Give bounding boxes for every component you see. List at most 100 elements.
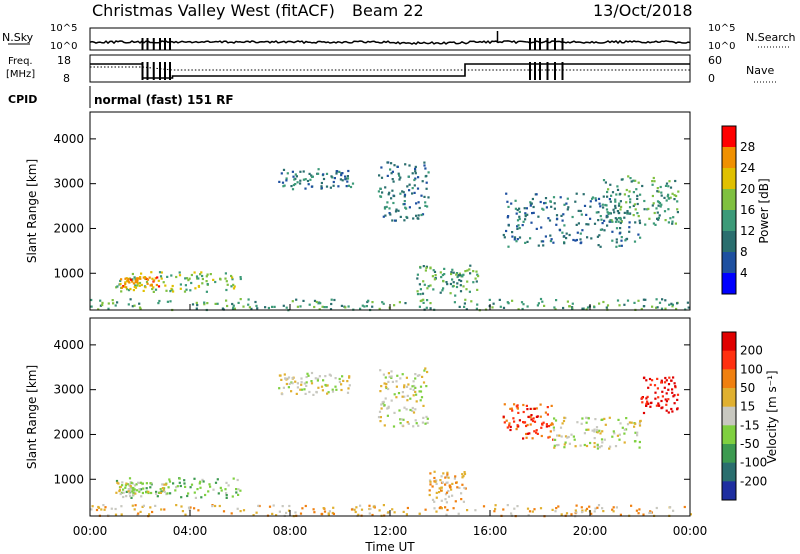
power-ytick-label-1: 2000 bbox=[53, 221, 84, 235]
velocity-colorbar-segment-3 bbox=[722, 388, 736, 408]
time-x-axis: 00:00 04:00 08:00 12:00 16:00 20:00 00:00 bbox=[73, 304, 708, 538]
velocity-ytick-label-0: 1000 bbox=[53, 472, 84, 486]
velocity-echo-region-7 bbox=[640, 376, 680, 415]
station-title: Christmas Valley West (fitACF) bbox=[92, 1, 335, 20]
velocity-colorbar-tick-7: -200 bbox=[740, 474, 767, 488]
power-colorbar-label: Power [dB] bbox=[757, 178, 771, 243]
velocity-colorbar-segment-5 bbox=[722, 425, 736, 445]
x-tick-label-1: 04:00 bbox=[173, 524, 208, 538]
power-echo-region-1 bbox=[120, 276, 161, 289]
freq-tick-bottom: 8 bbox=[63, 72, 70, 85]
power-colorbar-tick-2: 12 bbox=[740, 224, 755, 238]
velocity-colorbar-tick-3: 15 bbox=[740, 400, 755, 414]
velocity-colorbar-segment-7 bbox=[722, 462, 736, 482]
power-colorbar-segment-0 bbox=[722, 126, 736, 148]
velocity-colorbar-tick-6: -100 bbox=[740, 456, 767, 470]
velocity-colorbar-segment-6 bbox=[722, 444, 736, 464]
velocity-ytick-label-3: 4000 bbox=[53, 338, 84, 352]
freq-unit-label: [MHz] bbox=[6, 69, 35, 80]
velocity-colorbar-tick-2: 50 bbox=[740, 381, 755, 395]
velocity-echo-region-1 bbox=[115, 481, 168, 495]
power-echo-region-2 bbox=[278, 168, 355, 191]
nsky-trace bbox=[89, 39, 691, 46]
velocity-colorbar-tick-4: -15 bbox=[740, 418, 760, 432]
x-tick-label-3: 12:00 bbox=[373, 524, 408, 538]
freq-trace bbox=[90, 63, 690, 79]
velocity-echo-region-4 bbox=[428, 470, 467, 504]
velocity-colorbar: 200 100 50 15 -15 -50 -100 -200 bbox=[721, 331, 767, 501]
velocity-echo-region-3 bbox=[377, 367, 429, 428]
velocity-data-layer bbox=[90, 367, 692, 518]
velocity-echo-region-0 bbox=[115, 477, 242, 499]
power-ylabel: Slant Range [km] bbox=[25, 159, 39, 263]
velocity-colorbar-segment-1 bbox=[722, 350, 736, 370]
velocity-echo-region-8 bbox=[90, 504, 692, 518]
power-echo-region-0 bbox=[115, 271, 242, 293]
power-echo-region-5 bbox=[502, 192, 642, 248]
velocity-echo-region-2 bbox=[278, 371, 351, 396]
power-colorbar-segment-5 bbox=[722, 231, 736, 253]
power-colorbar-tick-5: 24 bbox=[740, 161, 755, 175]
power-colorbar: 4 8 12 16 20 24 28 bbox=[721, 125, 755, 295]
velocity-colorbar-segment-4 bbox=[722, 406, 736, 426]
power-y-axis: 1000 2000 3000 4000 bbox=[53, 132, 690, 280]
velocity-colorbar-segment-0 bbox=[722, 332, 736, 352]
power-panel-frame bbox=[89, 111, 691, 311]
velocity-echo-region-5 bbox=[502, 403, 555, 441]
nsky-label: N.Sky bbox=[2, 31, 34, 44]
velocity-colorbar-segment-8 bbox=[722, 481, 736, 501]
velocity-colorbar-tick-5: -50 bbox=[740, 437, 760, 451]
x-tick-label-2: 08:00 bbox=[273, 524, 308, 538]
nsky-dropouts bbox=[141, 31, 564, 50]
velocity-ytick-label-2: 3000 bbox=[53, 383, 84, 397]
x-tick-label-4: 16:00 bbox=[473, 524, 508, 538]
power-colorbar-tick-0: 4 bbox=[740, 266, 748, 280]
power-colorbar-segment-1 bbox=[722, 147, 736, 169]
power-colorbar-tick-4: 20 bbox=[740, 182, 755, 196]
power-colorbar-tick-3: 16 bbox=[740, 203, 755, 217]
nave-trace bbox=[90, 66, 690, 71]
power-echo-region-4 bbox=[416, 264, 480, 297]
x-tick-label-6: 00:00 bbox=[673, 524, 708, 538]
cpid-label: CPID bbox=[8, 93, 37, 106]
nsearch-tick-top: 10^5 bbox=[708, 23, 735, 34]
velocity-y-axis: 1000 2000 3000 4000 bbox=[53, 338, 690, 486]
x-axis-label: Time UT bbox=[364, 540, 415, 554]
freq-panel-frame bbox=[89, 54, 691, 83]
nsky-tick-bottom: 10^0 bbox=[50, 41, 77, 52]
power-colorbar-segment-7 bbox=[722, 273, 736, 295]
freq-dropouts bbox=[141, 62, 564, 80]
power-ytick-label-0: 1000 bbox=[53, 266, 84, 280]
velocity-ytick-label-1: 2000 bbox=[53, 427, 84, 441]
velocity-colorbar-tick-1: 100 bbox=[740, 362, 763, 376]
freq-tick-top: 18 bbox=[57, 54, 71, 67]
cpid-value: normal (fast) 151 RF bbox=[94, 93, 234, 107]
velocity-colorbar-tick-0: 200 bbox=[740, 344, 763, 358]
velocity-ylabel: Slant Range [km] bbox=[25, 365, 39, 469]
power-echo-region-3 bbox=[377, 161, 430, 222]
date-label: 13/Oct/2018 bbox=[593, 1, 693, 20]
power-colorbar-tick-6: 28 bbox=[740, 140, 755, 154]
power-colorbar-segment-4 bbox=[722, 210, 736, 232]
nsky-tick-top: 10^5 bbox=[50, 23, 77, 34]
velocity-colorbar-segment-2 bbox=[722, 369, 736, 389]
power-colorbar-segment-3 bbox=[722, 189, 736, 211]
power-colorbar-segment-2 bbox=[722, 168, 736, 190]
velocity-colorbar-label: Velocity [m s⁻¹] bbox=[765, 370, 779, 463]
power-colorbar-tick-1: 8 bbox=[740, 245, 748, 259]
nave-tick-top: 60 bbox=[708, 54, 722, 67]
nsearch-label: N.Search bbox=[746, 31, 796, 44]
nsky-panel-frame bbox=[89, 27, 691, 51]
nave-tick-bottom: 0 bbox=[708, 72, 715, 85]
velocity-echo-region-6 bbox=[552, 416, 642, 450]
power-ytick-label-3: 4000 bbox=[53, 132, 84, 146]
power-colorbar-segment-6 bbox=[722, 252, 736, 274]
power-data-layer bbox=[90, 161, 690, 312]
nave-label: Nave bbox=[746, 64, 774, 77]
power-echo-region-6 bbox=[602, 175, 680, 226]
nsearch-tick-bottom: 10^0 bbox=[708, 41, 735, 52]
power-ytick-label-2: 3000 bbox=[53, 177, 84, 191]
beam-label: Beam 22 bbox=[352, 1, 424, 20]
x-tick-label-5: 20:00 bbox=[573, 524, 608, 538]
